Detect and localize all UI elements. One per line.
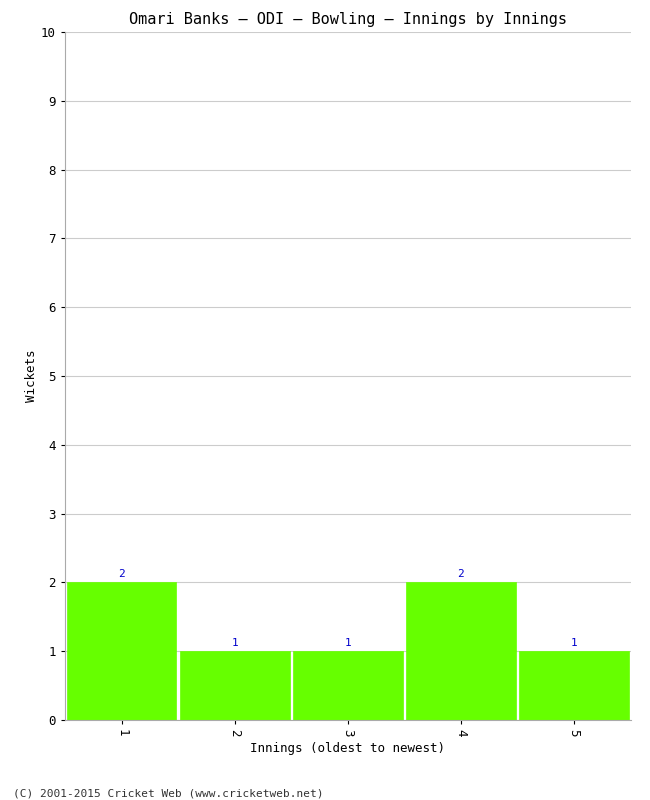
- Text: 2: 2: [118, 569, 125, 579]
- Title: Omari Banks – ODI – Bowling – Innings by Innings: Omari Banks – ODI – Bowling – Innings by…: [129, 12, 567, 26]
- Bar: [519, 651, 629, 720]
- Text: 2: 2: [458, 569, 464, 579]
- X-axis label: Innings (oldest to newest): Innings (oldest to newest): [250, 742, 445, 755]
- Bar: [67, 582, 176, 720]
- Bar: [293, 651, 402, 720]
- Y-axis label: Wickets: Wickets: [25, 350, 38, 402]
- Bar: [180, 651, 289, 720]
- Bar: [406, 582, 515, 720]
- Text: 1: 1: [571, 638, 577, 648]
- Text: 1: 1: [231, 638, 238, 648]
- Text: (C) 2001-2015 Cricket Web (www.cricketweb.net): (C) 2001-2015 Cricket Web (www.cricketwe…: [13, 788, 324, 798]
- Text: 1: 1: [344, 638, 351, 648]
